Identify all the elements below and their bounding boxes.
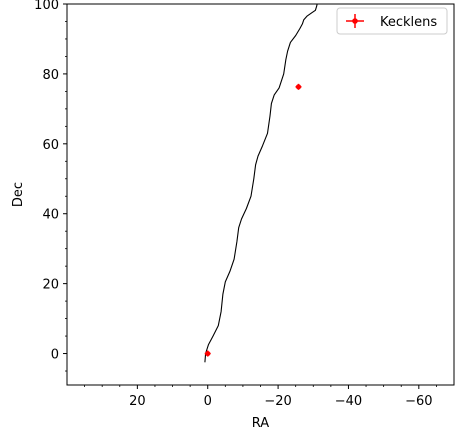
x-tick-label: −60 [405,394,432,409]
data-point [295,83,302,90]
legend: Kecklens [336,7,448,35]
y-axis-label: Dec [11,182,26,207]
x-axis: 20 0 −20 −40 −60 [84,385,437,409]
point-marker [205,350,211,357]
y-axis: 0 20 40 60 80 100 [34,0,67,372]
point-marker [295,84,302,90]
x-tick-label: 20 [129,394,146,409]
y-tick-label: 60 [42,138,59,153]
x-tick-label: −40 [335,394,362,409]
data-point [204,350,211,357]
plot-area: 20 0 −20 −40 −60 0 20 40 60 80 100 Kecklens [34,0,455,409]
data-points [204,83,302,357]
trajectory-line [204,3,318,363]
legend-item: Kecklens [346,14,437,30]
legend-box [336,7,448,35]
axes-frame [66,3,455,386]
x-axis-label: RA [252,416,270,431]
legend-label: Kecklens [380,15,437,30]
legend-marker-dot [352,18,358,24]
x-tick-label: −20 [264,394,291,409]
y-tick-label: 80 [42,68,59,83]
y-tick-label: 0 [51,348,59,363]
y-tick-label: 40 [42,208,59,223]
y-tick-label: 20 [42,278,59,293]
y-tick-label: 100 [34,0,59,13]
trajectory-path [204,3,318,363]
x-tick-label: 0 [204,394,212,409]
